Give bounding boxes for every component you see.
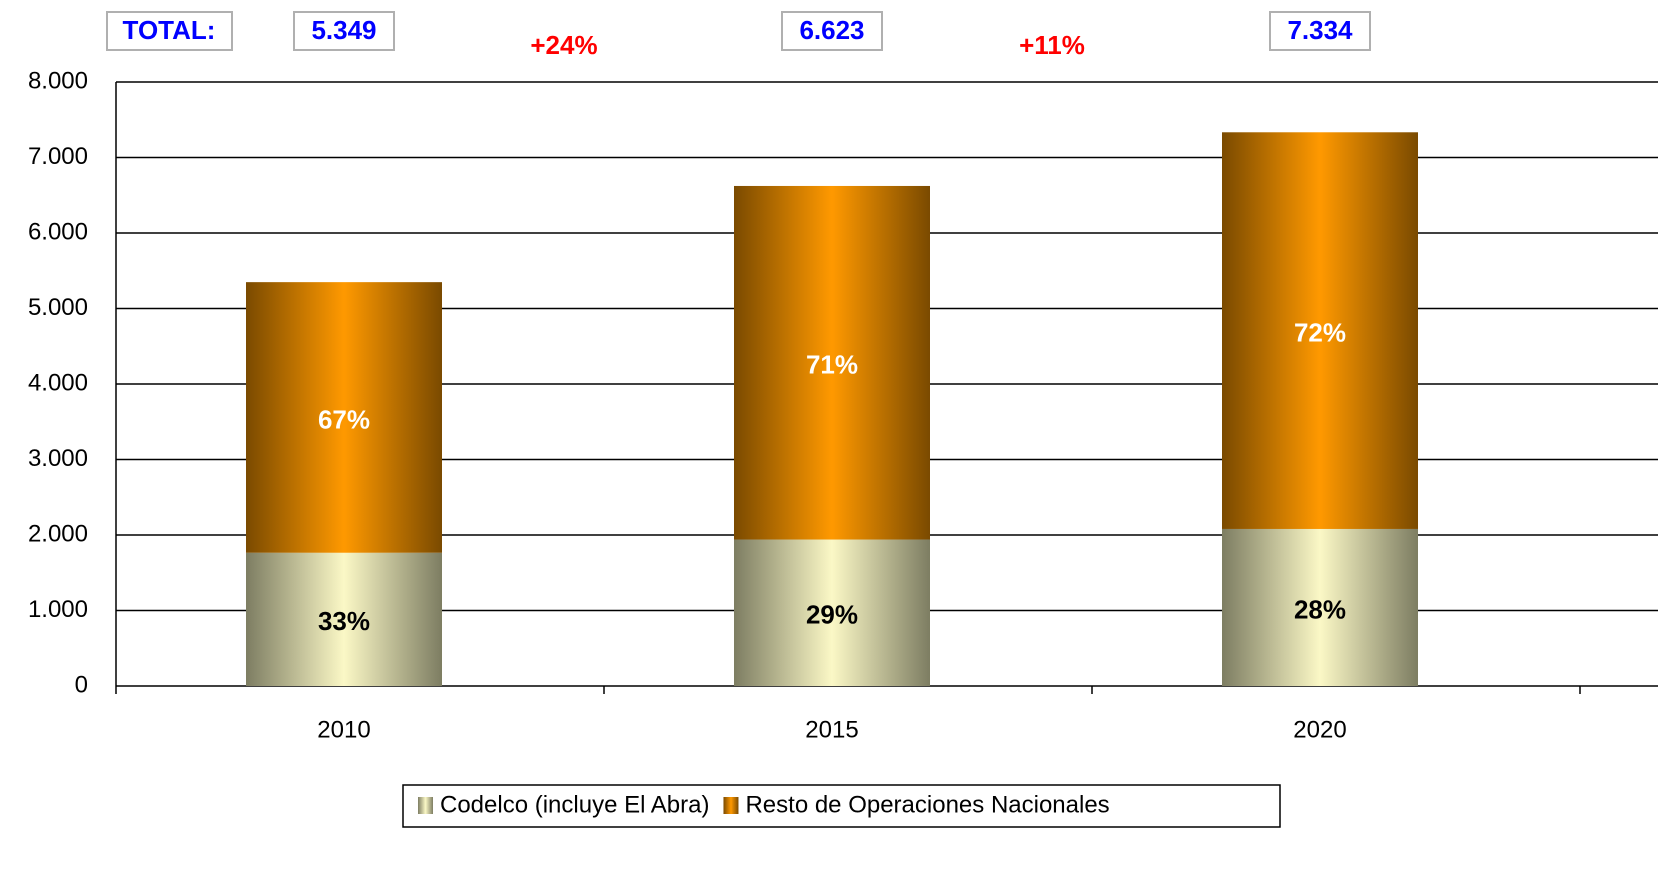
bar-segment [734,539,930,686]
legend-swatch [418,797,433,814]
segment-label: 67% [318,404,370,434]
segment-label: 71% [806,350,858,380]
y-tick-label: 5.000 [28,294,88,321]
total-box [293,11,395,51]
segment-label: 29% [806,600,858,630]
segment-label: 72% [1294,317,1346,347]
y-tick-label: 8.000 [28,67,88,94]
growth-label: +24% [530,30,597,60]
total-label: 5.349 [311,15,376,45]
total-box [1269,11,1371,51]
segment-label: 33% [318,606,370,636]
y-tick-label: 7.000 [28,143,88,170]
y-tick-label: 2.000 [28,520,88,547]
legend-box [402,784,1281,828]
x-tick-label: 2010 [317,716,370,743]
legend-swatch [723,797,739,814]
total-title: TOTAL: [123,15,216,45]
x-tick-label: 2020 [1293,716,1346,743]
segment-label: 28% [1294,594,1346,624]
y-tick-label: 4.000 [28,369,88,396]
bar-segment [246,552,442,686]
y-tick-label: 1.000 [28,596,88,623]
y-tick-label: 6.000 [28,218,88,245]
bar-segment [734,185,930,540]
bar-segment [1222,132,1418,529]
legend-label: Resto de Operaciones Nacionales [745,791,1109,818]
legend-label: Codelco (incluye El Abra) [440,791,709,818]
bar-segment [1222,528,1418,686]
y-tick-label: 3.000 [28,445,88,472]
total-label: 7.334 [1287,15,1353,45]
x-tick-label: 2015 [805,716,858,743]
bar-segment [246,282,442,553]
y-tick-label: 0 [75,671,88,698]
total-title-box [106,11,233,51]
growth-label: +11% [1019,30,1085,60]
total-box [781,11,883,51]
total-label: 6.623 [799,15,864,45]
